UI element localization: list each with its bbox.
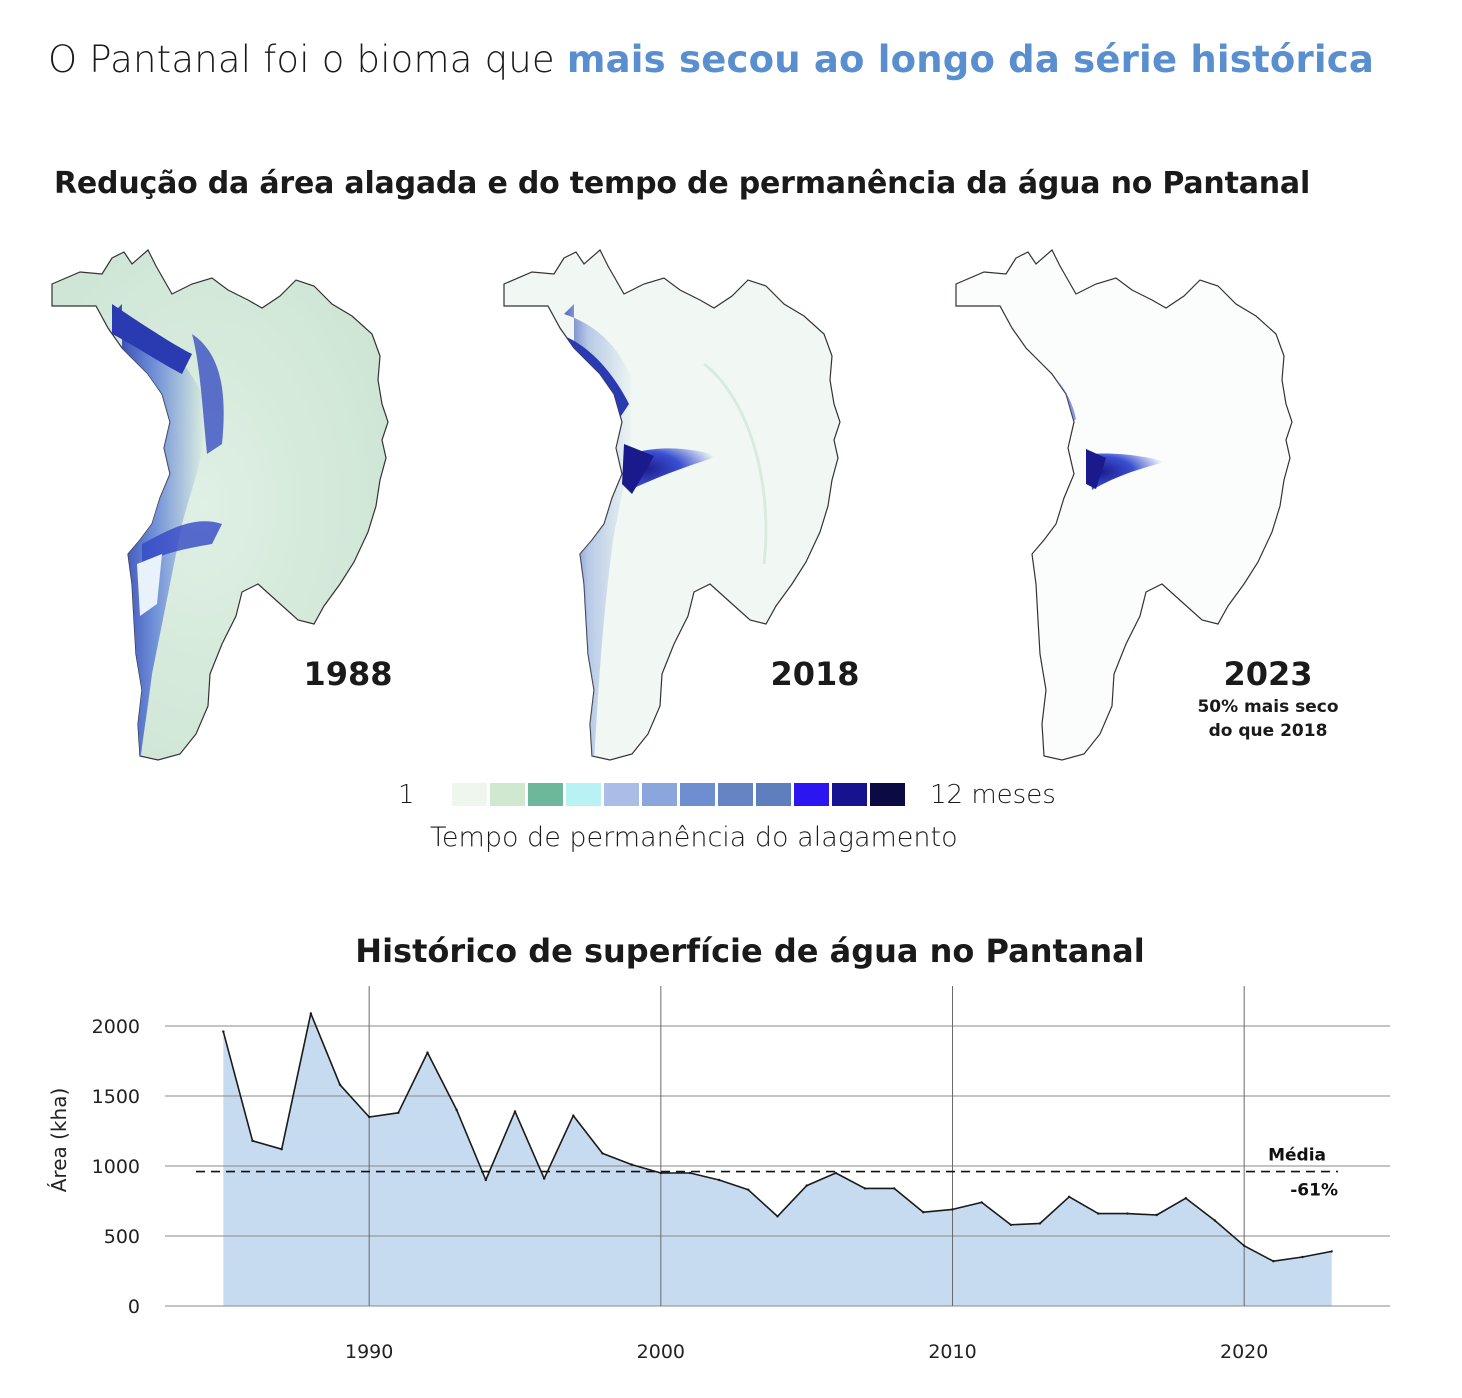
- legend-swatch-2: [490, 783, 525, 806]
- legend-swatch-8: [718, 783, 753, 806]
- legend-swatch-4: [566, 783, 601, 806]
- map-year-2023: 2023: [1223, 655, 1313, 693]
- map-note-line2: do que 2018: [1208, 721, 1328, 741]
- data-point-2013: [1038, 1222, 1042, 1225]
- x-tick-label-1990: 1990: [345, 1341, 393, 1363]
- color-legend: 1 12 meses Tempo de permanência do alaga…: [0, 778, 1462, 868]
- legend-swatches: [452, 783, 905, 806]
- y-tick-label-500: 500: [104, 1226, 140, 1248]
- data-point-1996: [542, 1177, 546, 1180]
- headline-prefix: O Pantanal foi o bioma que: [48, 38, 567, 81]
- x-tick-label-2010: 2010: [928, 1341, 976, 1363]
- data-point-2000: [659, 1171, 663, 1175]
- data-point-2014: [1067, 1195, 1071, 1199]
- change-label: -61%: [1290, 1181, 1338, 1201]
- data-point-2009: [922, 1211, 925, 1214]
- area-fill: [223, 1013, 1332, 1306]
- y-tick-label-0: 0: [128, 1296, 140, 1318]
- legend-swatch-7: [680, 783, 715, 806]
- chart-title: Histórico de superfície de água no Panta…: [355, 932, 1145, 970]
- data-point-2003: [747, 1188, 750, 1192]
- data-point-2015: [1097, 1212, 1100, 1215]
- data-point-1992: [426, 1051, 429, 1054]
- x-tick-label-2000: 2000: [637, 1341, 685, 1363]
- y-tick-label-2000: 2000: [92, 1016, 140, 1038]
- y-tick-label-1000: 1000: [92, 1156, 140, 1178]
- data-point-2011: [980, 1201, 983, 1204]
- data-point-1987: [280, 1148, 283, 1151]
- legend-swatch-3: [528, 783, 563, 806]
- maps-title: Redução da área alagada e do tempo de pe…: [54, 166, 1311, 201]
- data-point-1986: [251, 1139, 254, 1143]
- data-point-2006: [834, 1171, 838, 1175]
- data-point-1991: [397, 1111, 400, 1115]
- data-point-2023: [1330, 1250, 1333, 1253]
- average-label: Média: [1268, 1146, 1326, 1166]
- y-axis-label: Área (kha): [47, 1088, 71, 1193]
- legend-swatch-11: [832, 783, 867, 806]
- map-year-2018: 2018: [770, 655, 860, 693]
- data-point-1985: [222, 1030, 225, 1033]
- headline: O Pantanal foi o bioma que mais secou ao…: [48, 38, 1374, 81]
- data-point-2019: [1213, 1219, 1217, 1222]
- data-point-1999: [630, 1163, 633, 1166]
- legend-swatch-5: [604, 783, 639, 806]
- legend-caption: Tempo de permanência do alagamento: [430, 822, 958, 853]
- data-point-2007: [863, 1187, 867, 1190]
- data-point-2002: [717, 1178, 721, 1182]
- map-year-1988: 1988: [303, 655, 393, 693]
- data-point-2017: [1155, 1213, 1158, 1217]
- data-point-2022: [1301, 1255, 1304, 1259]
- data-point-1989: [338, 1083, 342, 1087]
- maps-panel: 1988 2018 2023 50% mais seco do que 2018: [0, 230, 1462, 770]
- data-point-2018: [1184, 1197, 1188, 1200]
- x-tick-label-2020: 2020: [1220, 1341, 1268, 1363]
- data-point-1997: [572, 1114, 575, 1117]
- headline-highlight: mais secou ao longo da série histórica: [566, 38, 1375, 81]
- legend-swatch-10: [794, 783, 829, 806]
- data-point-1995: [513, 1110, 517, 1113]
- legend-swatch-1: [452, 783, 487, 806]
- data-point-1993: [455, 1108, 458, 1112]
- data-point-1990: [367, 1115, 371, 1119]
- data-point-2004: [776, 1215, 779, 1218]
- pantanal-maps: [51, 249, 1293, 761]
- data-point-1994: [484, 1178, 488, 1182]
- legend-swatch-12: [870, 783, 905, 806]
- data-point-2001: [688, 1171, 692, 1175]
- data-point-2020: [1242, 1244, 1246, 1248]
- legend-swatch-6: [642, 783, 677, 806]
- data-point-1998: [601, 1152, 604, 1155]
- y-tick-label-1500: 1500: [92, 1086, 140, 1108]
- data-point-2008: [892, 1187, 896, 1190]
- map-note-2023: 50% mais seco do que 2018: [1168, 695, 1368, 743]
- series-line: [222, 1012, 1332, 1262]
- legend-max-label: 12 meses: [930, 780, 1056, 810]
- data-point-2010: [951, 1208, 954, 1211]
- map-note-line1: 50% mais seco: [1197, 697, 1339, 717]
- data-point-2005: [805, 1184, 808, 1187]
- data-point-1988: [309, 1012, 313, 1015]
- data-point-2016: [1126, 1212, 1129, 1215]
- data-point-2012: [1009, 1223, 1013, 1227]
- legend-min-label: 1: [398, 780, 415, 810]
- legend-swatch-9: [756, 783, 791, 806]
- data-point-2021: [1272, 1260, 1275, 1263]
